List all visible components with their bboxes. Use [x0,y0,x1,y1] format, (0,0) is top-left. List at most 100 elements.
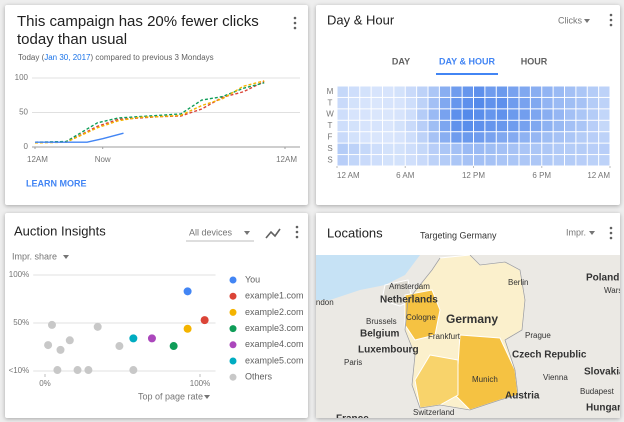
card-title: Day & Hour [327,12,395,27]
heat-cell [519,109,530,120]
chart-icon[interactable] [265,228,281,239]
map-label: France [336,414,369,422]
alert-title-box: This campaign has 20% fewer clicks today… [17,13,259,48]
heat-cell [587,97,599,109]
heat-cell [496,109,508,120]
heat-cell [337,120,348,132]
tab-indicator [436,73,498,75]
row-label: M [327,87,334,96]
scatter-point [147,334,156,343]
y-tick-label: 0 [24,142,29,151]
heat-cell [565,155,576,166]
heat-cell [474,143,485,155]
heat-cell [462,120,473,132]
heat-cell [360,155,371,166]
map-label: Hungary [586,403,624,414]
map[interactable]: Poland Warsaw Berlin Amsterdam Netherlands Lo… [307,255,624,422]
heat-cell [565,86,576,97]
dropdown-arrow[interactable] [244,231,250,235]
heat-cell [462,109,473,120]
device-dropdown[interactable]: All devices [189,227,233,237]
dropdown-arrow[interactable] [204,395,210,399]
metric-dropdown[interactable]: Impr. [566,227,586,237]
map-label: Belgium [360,329,400,340]
heat-cell [394,109,405,120]
heat-cell [371,120,382,132]
map-label: London [307,298,334,307]
map-label: Vienna [543,373,568,382]
heat-cell [383,155,394,166]
heat-cell [405,109,417,120]
tab[interactable]: DAY & HOUR [439,56,496,66]
y-tick-label: 100% [9,270,29,279]
legend-label: Others [245,372,273,382]
heat-cell [576,86,587,97]
heat-cell [348,120,360,132]
y-metric-dropdown[interactable]: Impr. share [12,251,57,261]
heat-cell [508,132,519,143]
heat-cell [508,109,519,120]
scatter-point [44,341,53,350]
heat-cell [394,143,405,155]
heat-cell [485,86,496,97]
subtitle-text: ) compared to previous 3 Mondays [91,53,214,62]
heat-cell [451,132,462,143]
heat-cell [530,86,542,97]
metric-dropdown[interactable]: Clicks [558,15,582,25]
heat-cell [530,97,542,109]
legend-swatch [229,341,237,349]
heat-cell [394,132,405,143]
legend-label: example3.com [245,323,304,333]
heat-cell [405,132,417,143]
tab[interactable]: DAY [392,56,410,66]
legend-label: example1.com [245,291,304,301]
x-tick-label: 12AM [27,155,48,164]
heat-cell [519,120,530,132]
heat-cell [394,155,405,166]
heat-cell [508,86,519,97]
x-metric-dropdown[interactable]: Top of page rate [138,391,203,401]
legend-label: example2.com [245,307,304,317]
heat-cell [553,97,564,109]
heat-cell [439,86,451,97]
row-label: S [327,155,332,164]
tab[interactable]: HOUR [521,56,548,66]
line-series [35,132,124,143]
heat-cell [451,143,462,155]
heat-cell [439,97,451,109]
map-label: Paris [344,358,362,367]
map-subtitle: Targeting Germany [420,230,497,240]
menu-icon[interactable] [295,225,299,239]
heat-cell [508,143,519,155]
heat-cell [428,155,439,166]
heat-cell [360,143,371,155]
heat-cell [542,109,553,120]
heat-cell [565,109,576,120]
menu-icon[interactable] [293,16,297,30]
heat-cell [337,143,348,155]
dropdown-arrow[interactable] [63,255,69,259]
x-tick-label: 6 PM [532,171,551,180]
heat-cell [542,86,553,97]
x-tick-label: 0% [39,379,51,388]
heat-cell [519,155,530,166]
legend-swatch [229,373,237,381]
heat-cell [451,109,462,120]
dropdown-arrow[interactable] [589,231,595,235]
menu-icon[interactable] [609,13,613,27]
alert-subtitle: Today (Jan 30, 2017) compared to previou… [18,53,214,62]
scatter-point [129,366,138,375]
heat-cell [553,143,564,155]
heat-cell [530,143,542,155]
map-label: Germany [446,312,498,326]
subtitle-date[interactable]: Jan 30, 2017 [44,53,91,62]
menu-icon[interactable] [609,226,613,240]
dropdown-arrow[interactable] [584,19,590,23]
x-tick-label: 12 AM [587,171,610,180]
heat-cell [576,155,587,166]
learn-more-button[interactable]: LEARN MORE [26,178,87,188]
heat-cell [405,143,417,155]
heat-cell [587,86,599,97]
heat-cell [485,109,496,120]
